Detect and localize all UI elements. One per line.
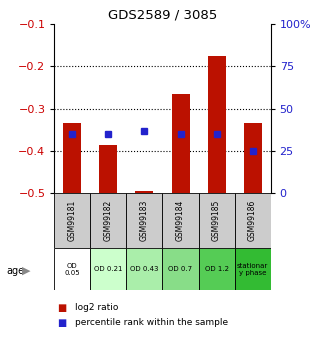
Text: OD 0.21: OD 0.21	[94, 266, 123, 272]
Bar	[244, 124, 262, 193]
Text: log2 ratio: log2 ratio	[75, 303, 118, 312]
Title: GDS2589 / 3085: GDS2589 / 3085	[108, 9, 217, 22]
Bar	[198, 248, 234, 290]
Text: GSM99181: GSM99181	[68, 200, 77, 242]
Bar	[234, 193, 271, 248]
Bar	[127, 248, 162, 290]
Text: percentile rank within the sample: percentile rank within the sample	[75, 318, 228, 327]
Text: GSM99186: GSM99186	[248, 200, 257, 242]
Bar	[54, 248, 91, 290]
Bar	[54, 193, 91, 248]
Bar	[198, 193, 234, 248]
Text: GSM99184: GSM99184	[176, 200, 185, 242]
Text: GSM99185: GSM99185	[212, 200, 221, 242]
Bar	[207, 56, 225, 193]
Bar	[162, 193, 198, 248]
Bar	[100, 145, 118, 193]
Text: stationar
y phase: stationar y phase	[237, 263, 268, 276]
Bar	[136, 191, 154, 193]
Bar	[63, 124, 81, 193]
Bar	[91, 193, 127, 248]
Text: ▶: ▶	[22, 266, 30, 276]
Text: GSM99182: GSM99182	[104, 200, 113, 242]
Bar	[127, 193, 162, 248]
Text: OD 1.2: OD 1.2	[205, 266, 229, 272]
Bar	[162, 248, 198, 290]
Text: OD 0.43: OD 0.43	[130, 266, 159, 272]
Text: ■: ■	[58, 318, 67, 327]
Text: ■: ■	[58, 303, 67, 313]
Text: age: age	[6, 266, 24, 276]
Text: OD
0.05: OD 0.05	[65, 263, 80, 276]
Bar	[171, 94, 189, 193]
Text: OD 0.7: OD 0.7	[169, 266, 193, 272]
Bar	[234, 248, 271, 290]
Text: GSM99183: GSM99183	[140, 200, 149, 242]
Bar	[91, 248, 127, 290]
